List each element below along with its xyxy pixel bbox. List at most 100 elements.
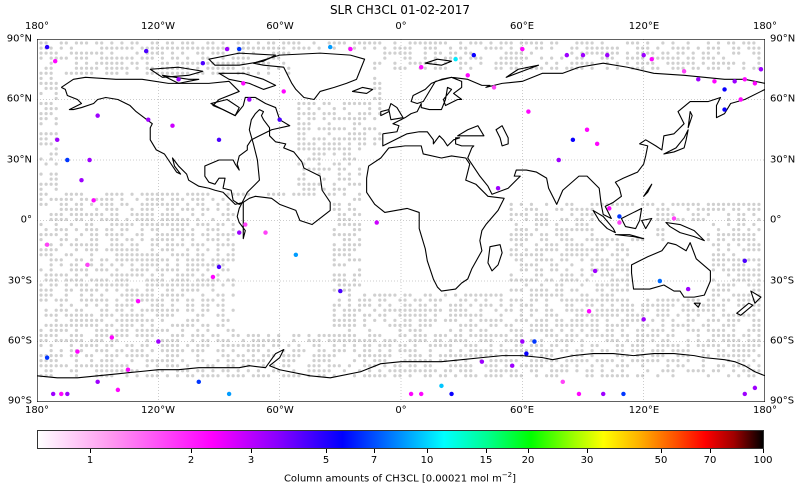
data-point [216,137,222,143]
data-point [145,117,151,122]
data-point [560,379,566,385]
lon-label-top: 0° [395,21,407,32]
data-point [236,46,242,52]
data-point [210,274,216,280]
data-point [293,252,299,258]
data-point [509,363,515,368]
lat-label-left: 60°N [6,93,32,105]
data-point [564,52,570,58]
colorbar-tick-mark [251,449,252,453]
data-point [439,383,444,389]
colorbar-tick-mark [191,449,192,453]
chart-title: SLR CH3CL 01-02-2017 [329,3,471,17]
data-point [649,56,654,62]
data-point [216,264,222,270]
data-point [586,309,592,314]
data-point [449,391,454,397]
data-point [742,77,748,82]
data-point [607,206,612,211]
data-point [65,391,70,397]
data-point [742,391,748,397]
data-point [580,52,586,58]
colorbar-tick-mark [90,449,91,453]
data-point [338,288,343,294]
lon-label-bottom: 180° [24,405,50,416]
data-point [526,109,531,114]
colorbar-tick-mark [528,449,529,453]
data-point [520,339,525,344]
data-point [722,107,727,112]
colorbar [37,430,764,449]
data-point [584,127,590,132]
data-points [44,44,764,397]
lon-label-bottom: 120°E [628,405,660,416]
data-point [109,335,115,340]
data-point [224,46,230,52]
data-point [712,79,717,84]
graticule [37,39,765,402]
data-point [738,97,743,102]
data-point [600,391,606,397]
data-point [87,157,92,163]
data-point [247,97,252,102]
data-point [236,230,242,235]
lat-label-left: 30°S [7,275,32,287]
data-point [532,339,537,344]
lon-label-bottom: 120°W [141,405,175,416]
lat-label-right: 90°N [770,33,796,45]
data-point [143,48,149,54]
data-point [75,349,80,354]
colorbar-tick-label: 20 [521,455,535,466]
colorbar-tick-label: 5 [322,455,330,466]
data-point [176,77,181,82]
data-point [408,391,414,397]
data-point [327,44,333,50]
lon-label-bottom: 60°E [509,405,535,416]
colorbar-tick-mark [661,449,662,453]
data-point [641,52,646,58]
data-point [722,87,727,92]
data-point [281,89,286,94]
data-point [277,117,282,122]
lon-label-bottom: 180° [752,405,778,416]
colorbar-tick-label: 50 [654,455,668,466]
data-point [65,157,70,163]
data-point [520,46,525,52]
colorbar-tick-label: 1 [86,455,94,466]
lat-label-right: 30°S [770,275,795,287]
colorbar-tick-mark [326,449,327,453]
data-point [348,46,353,52]
data-point [125,367,131,372]
data-point [605,52,610,58]
data-point [54,137,60,143]
lat-label-left: 60°S [7,335,32,347]
data-point [418,65,424,70]
colorbar-label-text: Column amounts of CH3CL [0.00021 mol m [283,473,502,485]
data-point [641,317,646,322]
colorbar-label-exponent: −2 [501,471,513,479]
lat-label-right: 90°S [770,395,795,407]
colorbar-tick-label: 100 [753,455,773,466]
data-point [742,258,748,264]
coastlines [37,53,765,378]
data-point [696,77,701,82]
data-point [592,268,598,274]
data-point [465,73,470,78]
data-point [752,81,758,86]
data-point [732,79,737,84]
colorbar-tick-mark [427,449,428,453]
data-point [471,52,477,58]
colorbar-tick-label: 3 [247,455,255,466]
colorbar-tick-label: 10 [420,455,434,466]
data-point [453,56,458,62]
data-point [374,220,379,225]
lat-label-left: 90°S [7,395,32,407]
data-point [657,278,663,284]
lon-label-top: 60°W [266,21,294,32]
data-point [241,81,246,86]
data-point [95,113,100,118]
lat-label-left: 30°N [6,154,32,166]
colorbar-tick-label: 7 [370,455,378,466]
lat-label-right: 30°N [770,154,796,166]
data-point [524,351,529,356]
